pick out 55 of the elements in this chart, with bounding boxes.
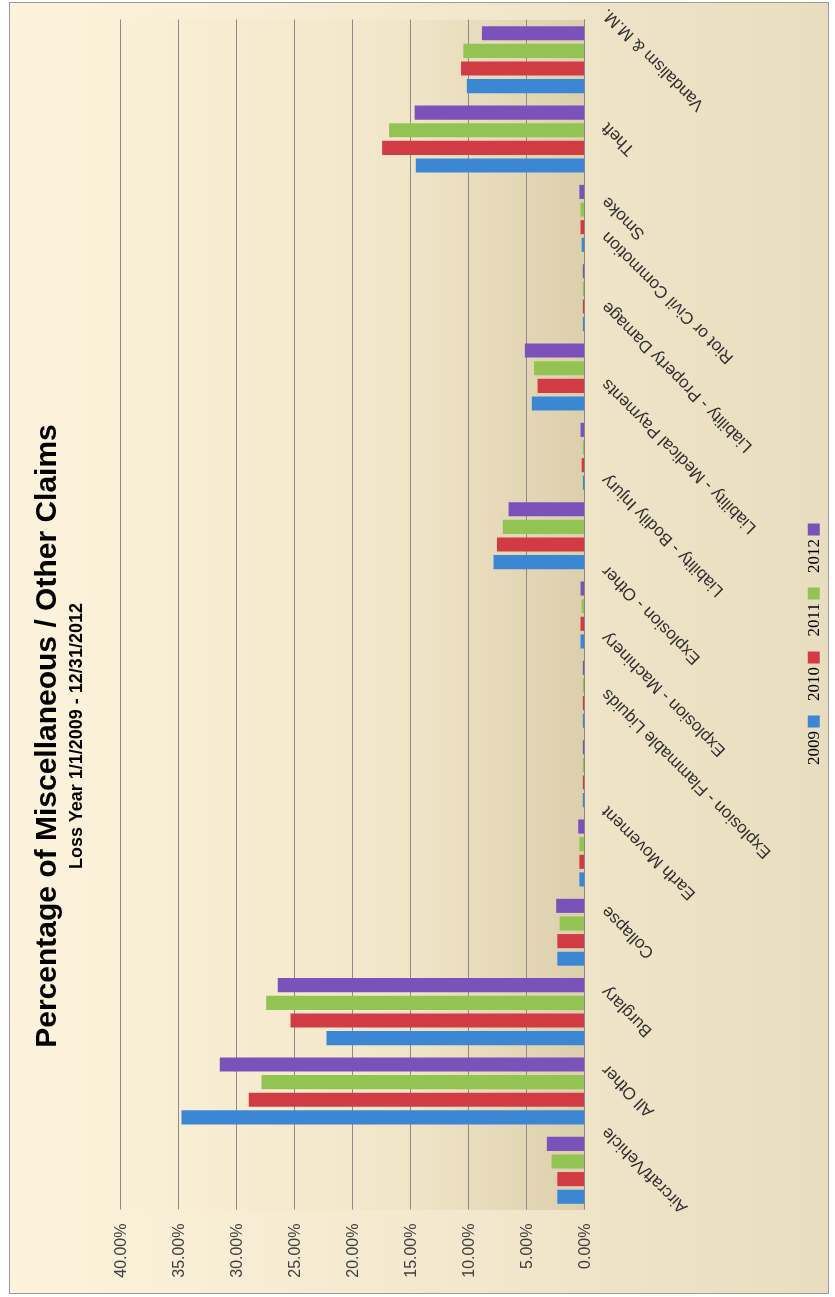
- bar: [579, 184, 584, 199]
- bar: [580, 202, 584, 217]
- legend-label: 2009: [803, 731, 823, 765]
- bar: [559, 916, 584, 931]
- bar: [248, 1092, 584, 1107]
- bar: [493, 555, 584, 570]
- bar: [461, 61, 584, 76]
- x-tick-label: 0.00%: [575, 1223, 593, 1269]
- bar: [481, 26, 584, 41]
- bar: [414, 105, 584, 120]
- bar: [326, 1031, 584, 1046]
- x-tick-label: 30.00%: [227, 1223, 245, 1278]
- legend-label: 2010: [803, 667, 823, 701]
- bar: [537, 378, 584, 393]
- bar: [557, 934, 584, 949]
- legend-label: 2012: [803, 539, 823, 573]
- bar: [556, 898, 584, 913]
- bar: [219, 1057, 584, 1072]
- bar: [557, 951, 584, 966]
- bar: [415, 158, 584, 173]
- bar: [551, 1154, 584, 1169]
- bar: [579, 872, 584, 887]
- bar: [261, 1075, 584, 1090]
- bar: [389, 123, 584, 138]
- bar: [497, 537, 584, 552]
- x-tick-label: 5.00%: [517, 1223, 535, 1269]
- bar: [580, 634, 584, 649]
- bar: [382, 140, 584, 155]
- bar: [508, 502, 584, 517]
- bar: [534, 361, 584, 376]
- bar: [466, 79, 584, 94]
- x-tick-label: 25.00%: [285, 1223, 303, 1278]
- text: Percentage of Miscellaneous / Other Claims: [29, 424, 62, 1048]
- x-tick-label: 40.00%: [111, 1223, 129, 1278]
- x-tick-label: 20.00%: [343, 1223, 361, 1278]
- x-tick-label: 15.00%: [401, 1223, 419, 1278]
- legend-label: 2011: [803, 603, 823, 637]
- bar: [578, 819, 584, 834]
- bar: [557, 1172, 584, 1187]
- bar: [531, 396, 584, 411]
- bar: [579, 837, 584, 852]
- bar: [580, 581, 584, 596]
- bar: [524, 343, 584, 358]
- bar: [277, 978, 584, 993]
- x-tick-label: 10.00%: [459, 1223, 477, 1278]
- bar: [290, 1013, 584, 1028]
- bar: [463, 43, 584, 58]
- bar: [546, 1136, 584, 1151]
- bar: [502, 519, 584, 534]
- bar: [579, 854, 584, 869]
- text: Loss Year 1/1/2009 - 12/31/2012: [66, 603, 86, 869]
- x-tick-label: 35.00%: [169, 1223, 187, 1278]
- bar: [266, 995, 584, 1010]
- bar: [557, 1189, 584, 1204]
- bar: [181, 1110, 584, 1125]
